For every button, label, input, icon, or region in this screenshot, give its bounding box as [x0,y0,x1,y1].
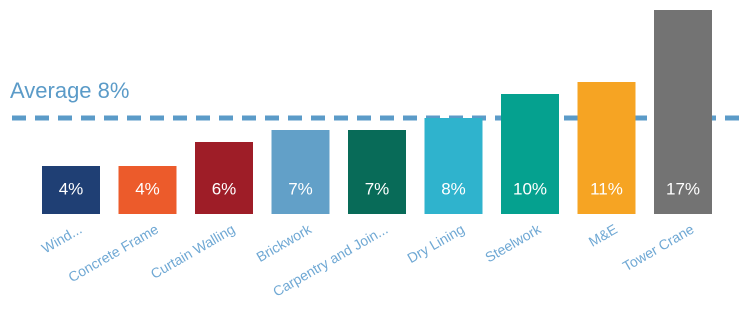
bar-value-label: 8% [441,179,466,198]
bar-value-label: 4% [135,179,160,198]
bars-group [42,10,712,214]
category-tick-label: Dry Lining [404,221,467,266]
bar [424,118,483,214]
bar [577,82,636,214]
bar-value-label: 17% [666,179,700,198]
average-label: Average 8% [10,78,129,103]
bar-value-label: 11% [590,179,623,198]
category-tick-label: Wind... [39,221,85,257]
bar [501,94,559,214]
category-tick-label: Curtain Walling [148,221,238,282]
bar [348,130,406,214]
category-tick-label: Steelwork [482,220,544,265]
bar-value-label: 6% [212,179,237,198]
bar [42,166,100,214]
bar-value-label: 7% [288,179,313,198]
bar [271,130,330,214]
bar [118,166,177,214]
bar-value-label: 10% [513,179,547,198]
category-tick-label: M&E [586,221,620,250]
category-tick-label: Tower Crane [620,221,697,275]
bar-value-label: 4% [59,179,84,198]
bar-labels-group: 4% 4% 6% 7% 7% 8% 10% 11% 17% [59,179,700,198]
bar [195,142,253,214]
category-tick-label: Brickwork [253,220,314,265]
bar [654,10,712,214]
bar-value-label: 7% [365,179,390,198]
